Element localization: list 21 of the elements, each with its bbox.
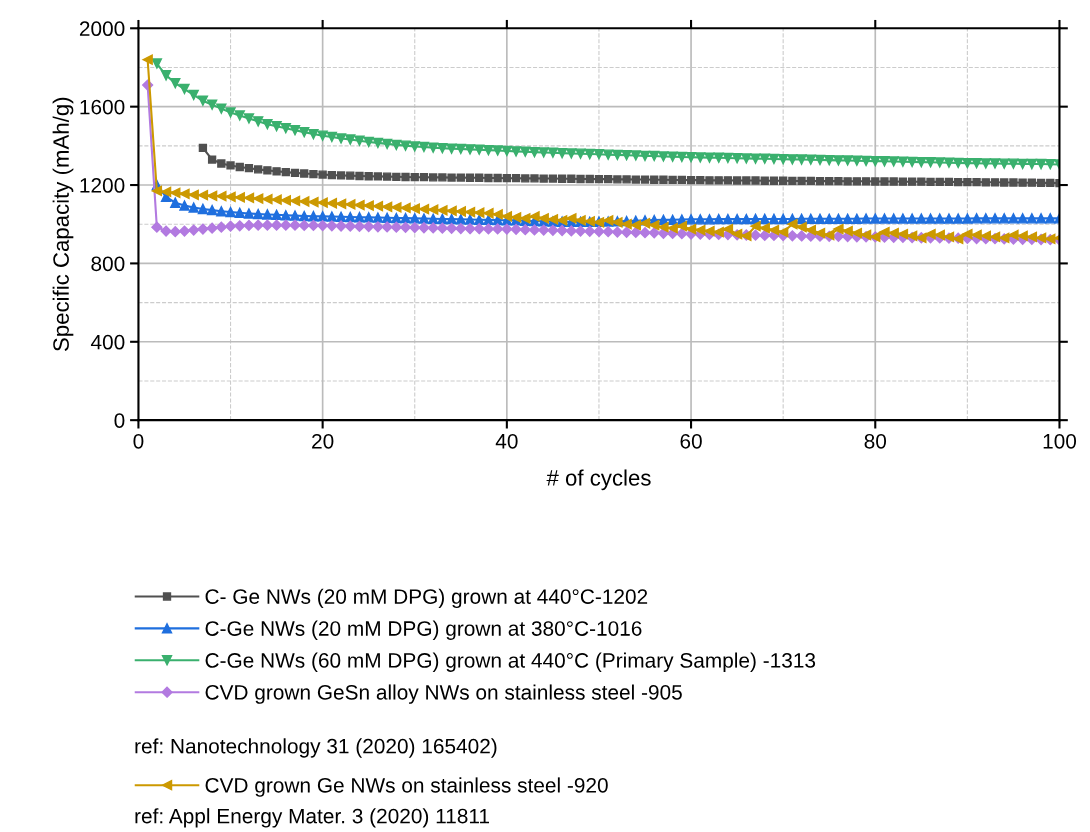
y-tick-label: 1200 [80, 178, 125, 193]
legend-label: CVD grown GeSn alloy NWs on stainless steel -905 [205, 684, 682, 704]
x-tick-label: 20 [312, 433, 334, 449]
text: ref: Nanotechnology 31 (2020) 165402) [135, 738, 497, 758]
legend-label: CVD grown Ge NWs on stainless steel -920 [205, 777, 608, 797]
y-tick-label: 400 [90, 334, 125, 350]
y-axis-title: Specific Capacity (mAh/g) [52, 97, 74, 352]
x-tick-label: 100 [1043, 433, 1077, 449]
y-tick-label: 800 [91, 256, 125, 272]
y-tick-label: 1600 [80, 99, 125, 115]
legend-label: C-Ge NWs (60 mM DPG) grown at 440°C (Primary Sample) -1313 [205, 652, 816, 672]
y-tick-label: 0 [114, 413, 125, 428]
legend-label: C- Ge NWs (20 mM DPG) grown at 440°C-1202 [205, 588, 648, 609]
x-tick-label: 60 [680, 433, 702, 449]
y-tick-label: 2000 [79, 21, 125, 37]
x-tick-label: 40 [495, 433, 518, 449]
x-axis-title: # of cycles [546, 469, 651, 491]
legend-label: C-Ge NWs (20 mM DPG) grown at 380°C-1016 [205, 620, 642, 640]
x-tick-label: 80 [864, 433, 887, 449]
text: ref: Appl Energy Mater. 3 (2020) 11811 [135, 808, 490, 828]
x-tick-label: 0 [133, 433, 144, 449]
